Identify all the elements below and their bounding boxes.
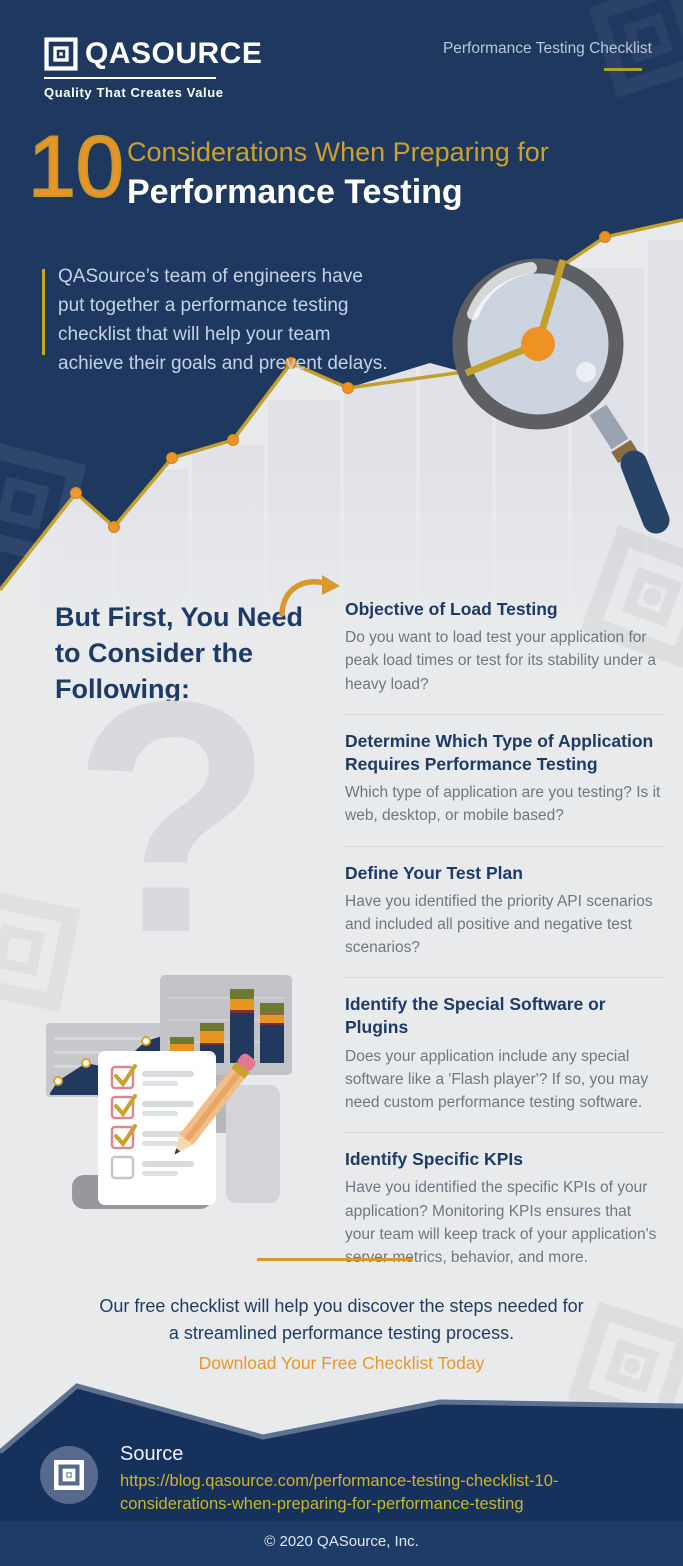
item-body: Which type of application are you testin… bbox=[345, 784, 661, 825]
cta-divider bbox=[257, 1258, 413, 1261]
page-label-underline bbox=[604, 68, 642, 71]
item-title: Define Your Test Plan bbox=[345, 862, 523, 883]
download-checklist-link[interactable]: Download Your Free Checklist Today bbox=[198, 1353, 485, 1373]
magnifier-icon bbox=[452, 258, 670, 534]
curved-arrow-icon bbox=[279, 575, 340, 617]
logo-divider bbox=[44, 77, 216, 79]
page-label-block: Performance Testing Checklist bbox=[443, 40, 652, 76]
list-item: Objective of Load Testing Do you want to… bbox=[345, 598, 663, 715]
pencil-icon bbox=[174, 1053, 256, 1155]
brand-name: QASOURCE bbox=[85, 37, 263, 70]
item-body: Have you identified the specific KPIs of… bbox=[345, 1179, 657, 1267]
item-title: Determine Which Type of Application Requ… bbox=[345, 730, 654, 774]
trend-chart-illustration bbox=[0, 0, 683, 620]
item-title: Objective of Load Testing bbox=[345, 599, 558, 619]
page-label: Performance Testing Checklist bbox=[442, 40, 652, 57]
item-body: Does your application include any specia… bbox=[345, 1047, 649, 1112]
source-url-link[interactable]: https://blog.qasource.com/performance-te… bbox=[120, 1472, 559, 1514]
item-body: Have you identified the priority API sce… bbox=[345, 892, 653, 957]
checklist-paper-icon bbox=[72, 1051, 216, 1209]
intro-accent-bar bbox=[42, 269, 45, 355]
list-item: Define Your Test Plan Have you identifie… bbox=[345, 847, 663, 979]
title-line1: Considerations When Preparing for bbox=[127, 137, 549, 167]
navy-sky bbox=[0, 0, 683, 590]
intro-paragraph: QASource’s team of engineers have put to… bbox=[58, 266, 388, 374]
footer-logo-badge bbox=[40, 1446, 98, 1504]
qasource-logo-icon bbox=[54, 1460, 84, 1490]
copyright-text: © 2020 QASource, Inc. bbox=[264, 1533, 419, 1550]
trend-dots bbox=[70, 231, 611, 533]
consideration-list: Objective of Load Testing Do you want to… bbox=[345, 598, 663, 1287]
qasource-logo: QASOURCE Quality That Creates Value bbox=[44, 37, 262, 100]
trend-line bbox=[0, 218, 683, 592]
qasource-logo-icon bbox=[44, 37, 78, 71]
list-item: Identify the Special Software or Plugins… bbox=[345, 978, 663, 1134]
item-title: Identify the Special Software or Plugins bbox=[345, 994, 606, 1038]
question-mark-graphic: ? bbox=[72, 632, 274, 1001]
cta-text-line2: a streamlined performance testing proces… bbox=[168, 1323, 515, 1343]
title-number: 10 bbox=[27, 119, 125, 215]
item-body: Do you want to load test your applicatio… bbox=[345, 629, 657, 693]
bar-chart-monitor-icon bbox=[160, 975, 292, 1203]
checklist-illustration bbox=[46, 975, 292, 1209]
source-label: Source bbox=[120, 1443, 184, 1465]
consider-heading: But First, You Need to Consider the Foll… bbox=[55, 602, 304, 704]
list-item: Identify Specific KPIs Have you identifi… bbox=[345, 1133, 663, 1287]
footer-copyright-bar bbox=[0, 1521, 683, 1566]
list-item: Determine Which Type of Application Requ… bbox=[345, 715, 663, 847]
item-title: Identify Specific KPIs bbox=[345, 1149, 523, 1170]
cta-text-line1: Our free checklist will help you discove… bbox=[99, 1296, 584, 1316]
brand-tagline: Quality That Creates Value bbox=[44, 85, 224, 100]
title-line2: Performance Testing bbox=[127, 173, 463, 212]
